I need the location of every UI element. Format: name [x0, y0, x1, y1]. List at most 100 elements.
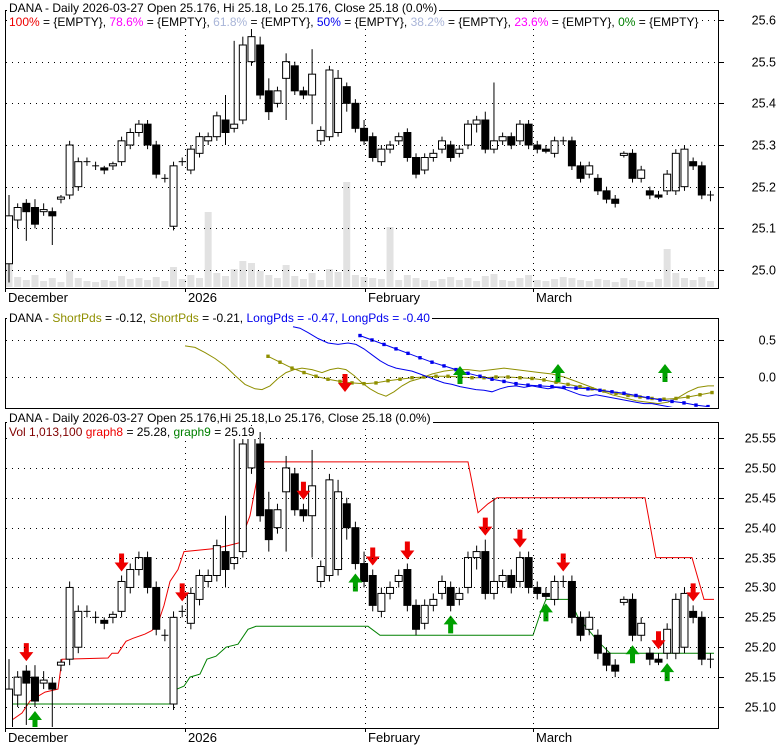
- candle-body: [593, 634, 602, 654]
- candle-body: [290, 473, 299, 511]
- candle-body: [611, 664, 620, 672]
- candle-body: [515, 557, 524, 582]
- series-shortpds: [267, 355, 713, 400]
- candle-body: [39, 209, 48, 213]
- indicator-lines: [184, 326, 714, 407]
- candle-body: [126, 569, 135, 588]
- candle-body: [134, 123, 143, 134]
- x-axis-label: February: [368, 290, 421, 305]
- header-segment: ShortPds: [149, 311, 199, 325]
- candlesticks: [6, 28, 714, 283]
- candle-body: [230, 123, 239, 129]
- bands-panel-header: DANA - Daily 2026-03-27 Open 25.176,Hi 2…: [7, 412, 433, 425]
- candle-body: [576, 165, 585, 179]
- sell-signal-arrow: [175, 583, 190, 602]
- y-axis-label: 25.35: [745, 552, 776, 566]
- header-segment: DANA - Daily 2026-03-27 Open 25.176, Hi …: [9, 1, 438, 15]
- candle-body: [533, 586, 542, 594]
- candle-body: [489, 140, 498, 150]
- candle-body: [264, 90, 273, 113]
- candle-body: [611, 198, 620, 204]
- buy-signal-arrow: [625, 645, 640, 664]
- header-segment: 61.8%: [213, 15, 248, 29]
- header-segment: ShortPds: [52, 311, 102, 325]
- candle-body: [533, 144, 542, 150]
- sell-signal-arrow: [686, 583, 701, 602]
- buy-signal-arrow: [660, 663, 675, 682]
- y-axis-label: 25.4: [752, 97, 776, 111]
- panel-grid: 25.55 25.50 25.45 25.40 25.35 25.30 25.25 25.20…: [5, 423, 776, 745]
- candle-body: [316, 129, 325, 142]
- header-segment: = {EMPTY},: [340, 15, 411, 29]
- candle-body: [282, 61, 291, 79]
- series-shortpds: [184, 345, 714, 405]
- y-axis-label: 25.15: [745, 671, 776, 685]
- series-longpds: [292, 326, 673, 407]
- candle-body: [412, 604, 421, 630]
- buy-signal-arrow: [348, 573, 363, 592]
- candle-body: [567, 140, 576, 167]
- volume-graphs-header: Vol 1,013,100 graph8 = 25.28, graph9 = 2…: [7, 426, 257, 439]
- candle-body: [299, 509, 308, 517]
- candle-body: [472, 119, 481, 125]
- candle-body: [238, 44, 247, 121]
- candle-body: [541, 592, 550, 597]
- candle-body: [13, 207, 22, 221]
- y-axis-label: 25.5: [752, 56, 776, 70]
- y-axis-label: 25.50: [745, 462, 776, 476]
- candle-body: [48, 211, 57, 217]
- candle-body: [463, 557, 472, 588]
- header-segment: LongPds = -0.40: [341, 311, 430, 325]
- candle-body: [472, 551, 481, 559]
- y-axis-label: 25.2: [752, 181, 776, 195]
- candle-body: [446, 144, 455, 159]
- candle-body: [663, 173, 672, 192]
- candle-body: [256, 44, 265, 96]
- candle-body: [671, 152, 680, 192]
- candle-body: [567, 580, 576, 618]
- candle-body: [602, 190, 611, 200]
- candle-body: [697, 616, 706, 660]
- candle-body: [368, 136, 377, 159]
- candle-body: [117, 580, 126, 612]
- candle-body: [576, 616, 585, 636]
- candle-body: [56, 196, 65, 200]
- candle-body: [308, 73, 317, 96]
- candle-body: [637, 169, 646, 179]
- candle-body: [325, 69, 334, 138]
- candle-body: [316, 566, 325, 582]
- candle-body: [117, 140, 126, 163]
- candle-body: [680, 148, 689, 188]
- candle-body: [230, 557, 239, 565]
- candle-body: [256, 443, 265, 517]
- sell-signal-arrow: [651, 631, 666, 650]
- candle-body: [212, 545, 221, 576]
- y-axis-label: 25.3: [752, 139, 776, 153]
- candle-body: [481, 119, 490, 150]
- candle-body: [342, 503, 351, 529]
- candle-body: [524, 123, 533, 146]
- candle-body: [515, 123, 524, 142]
- y-axis-label: 25.25: [745, 611, 776, 625]
- candle-body: [74, 610, 83, 648]
- candle-body: [654, 658, 663, 663]
- candle-body: [645, 652, 654, 660]
- candle-body: [680, 592, 689, 648]
- candle-body: [593, 177, 602, 192]
- candle-body: [463, 123, 472, 146]
- candle-body: [550, 580, 559, 600]
- sell-signal-arrow: [400, 541, 415, 560]
- x-axis-label: March: [536, 290, 572, 305]
- fib-levels-header: 100% = {EMPTY}, 78.6% = {EMPTY}, 61.8% =…: [7, 15, 701, 29]
- candle-body: [143, 123, 152, 146]
- candle-body: [360, 127, 369, 142]
- sell-signal-arrow: [338, 374, 352, 392]
- candle-body: [152, 586, 161, 630]
- header-segment: = 25.19: [210, 425, 255, 439]
- header-segment: graph9: [173, 425, 211, 439]
- candle-body: [108, 163, 117, 167]
- x-axis-label: December: [8, 730, 69, 745]
- candle-body: [143, 557, 152, 588]
